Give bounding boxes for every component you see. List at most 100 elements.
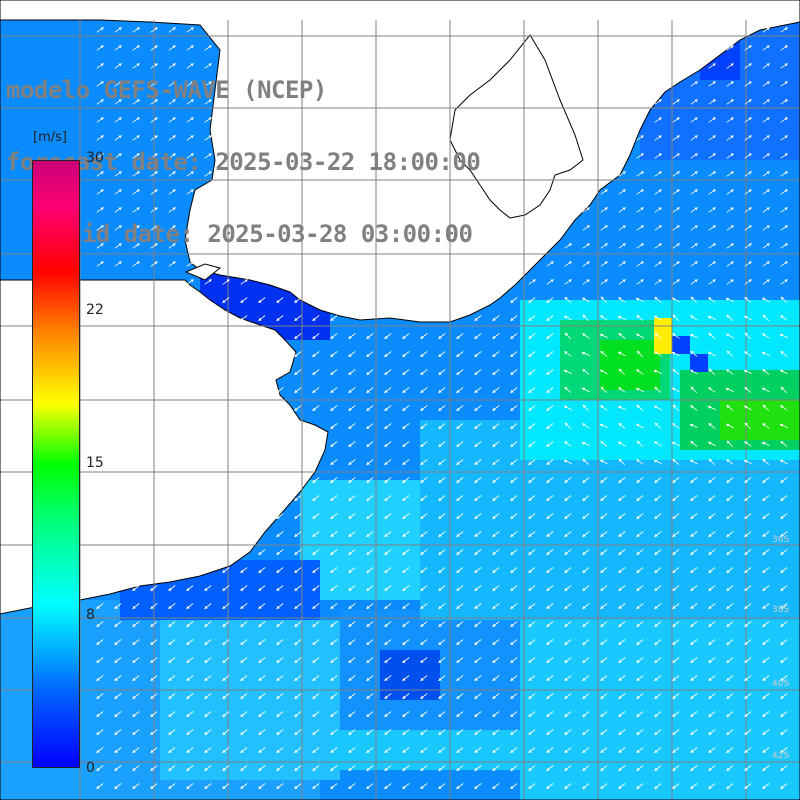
wind-arrow: [384, 459, 392, 465]
wind-arrow: [599, 369, 608, 375]
wind-arrow: [510, 783, 518, 789]
wind-arrow: [654, 261, 662, 267]
wind-arrow: [708, 243, 716, 249]
wind-arrow: [546, 693, 554, 699]
wind-arrow: [384, 531, 392, 537]
wind-arrow: [168, 639, 176, 645]
wind-arrow: [653, 315, 662, 321]
wind-arrow: [240, 585, 248, 591]
wind-arrow: [744, 99, 752, 105]
wind-arrow: [618, 603, 626, 609]
wind-arrow: [492, 531, 500, 537]
wind-arrow: [563, 405, 572, 411]
wind-arrow: [618, 207, 626, 213]
wind-arrow: [780, 639, 788, 645]
wind-arrow: [114, 225, 122, 231]
wind-arrow: [510, 747, 518, 753]
wind-arrow: [366, 729, 374, 735]
wind-arrow: [150, 45, 158, 51]
wind-arrow: [384, 405, 392, 411]
wind-arrow: [384, 351, 392, 357]
wind-arrow: [744, 153, 752, 159]
wind-arrow: [546, 549, 554, 555]
wind-arrow: [672, 279, 680, 285]
wind-arrow: [204, 657, 212, 663]
wind-arrow: [348, 441, 356, 447]
wind-arrow: [384, 477, 392, 483]
wind-arrow: [474, 657, 482, 663]
wind-arrow: [456, 459, 464, 465]
wind-arrow: [132, 261, 140, 267]
wind-arrow: [671, 387, 680, 393]
wind-arrow: [348, 495, 356, 501]
wind-arrow: [510, 513, 518, 519]
wind-arrow: [204, 153, 212, 159]
wind-arrow: [618, 549, 626, 555]
wind-arrow: [186, 279, 194, 285]
wind-arrow: [725, 297, 734, 302]
wind-arrow: [348, 333, 356, 339]
wind-field-cell: [720, 400, 800, 440]
wind-arrow: [96, 225, 104, 231]
wind-arrow: [438, 693, 446, 699]
wind-arrow: [348, 639, 356, 645]
wind-arrow: [384, 675, 392, 681]
wind-arrow: [581, 441, 590, 446]
wind-arrow: [510, 675, 518, 681]
wind-arrow: [402, 675, 410, 681]
wind-arrow: [636, 621, 644, 627]
wind-arrow: [744, 495, 752, 501]
wind-arrow: [654, 332, 662, 340]
wind-arrow: [330, 531, 338, 537]
wind-arrow: [546, 423, 554, 429]
wind-arrow: [690, 99, 698, 105]
wind-arrow: [564, 567, 572, 573]
wind-arrow: [294, 351, 302, 357]
wind-arrow: [528, 369, 536, 375]
wind-arrow: [510, 765, 518, 771]
wind-arrow: [762, 225, 770, 231]
wind-arrow: [438, 549, 446, 555]
wind-arrow: [150, 765, 158, 771]
wind-arrow: [564, 765, 572, 771]
wind-arrow: [780, 135, 788, 141]
wind-arrow: [276, 387, 284, 393]
wind-arrow: [114, 765, 122, 771]
wind-arrow: [708, 693, 716, 699]
wind-arrow: [546, 657, 554, 663]
wind-arrow: [366, 747, 374, 753]
wind-arrow: [492, 747, 500, 753]
wind-arrow: [744, 477, 752, 483]
wind-arrow: [114, 189, 122, 195]
wind-arrow: [546, 531, 554, 537]
wind-arrow: [366, 765, 374, 771]
wind-arrow: [762, 135, 770, 141]
wind-arrow: [708, 279, 716, 285]
wind-arrow: [312, 729, 320, 735]
wind-arrow: [564, 639, 572, 645]
wind-arrow: [456, 567, 464, 573]
wind-arrow: [780, 675, 788, 681]
wind-arrow: [654, 117, 662, 123]
wind-arrow: [690, 621, 698, 627]
wind-arrow: [780, 117, 788, 123]
wind-arrow: [420, 603, 428, 609]
wind-arrow: [132, 657, 140, 663]
wind-arrow: [672, 189, 680, 195]
wind-arrow: [600, 711, 608, 717]
wind-arrow: [617, 315, 626, 320]
wind-arrow: [780, 567, 788, 573]
wind-arrow: [348, 711, 356, 717]
wind-arrow: [222, 621, 230, 627]
wind-arrow: [456, 333, 464, 339]
wind-arrow: [762, 423, 770, 429]
legend-tick: 8: [86, 607, 95, 623]
wind-arrow: [618, 387, 626, 393]
wind-arrow: [744, 567, 752, 573]
wind-arrow: [599, 423, 608, 428]
wind-arrow: [474, 639, 482, 645]
wind-arrow: [456, 747, 464, 753]
wind-arrow: [420, 495, 428, 501]
wind-arrow: [114, 171, 122, 177]
wind-arrow: [672, 729, 680, 735]
